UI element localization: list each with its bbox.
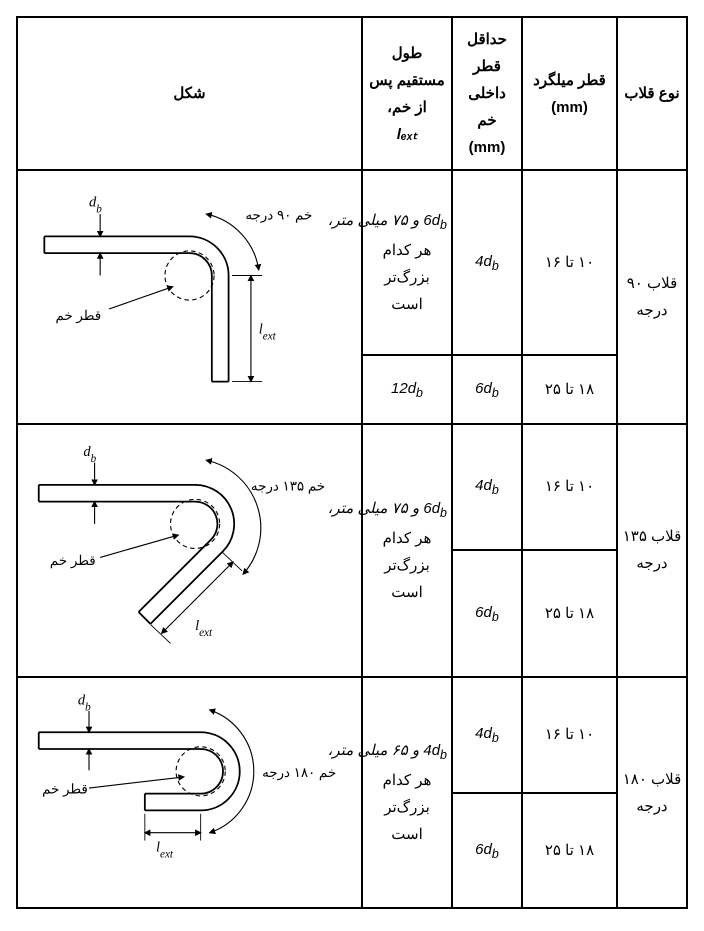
figure-135: db خم ۱۳۵ درجه قطر خم lext xyxy=(17,424,362,678)
figure-90: db خم ۹۰ درجه قطر خم lext xyxy=(17,170,362,424)
cell-type-90: قلاب ۹۰ درجه xyxy=(617,170,687,424)
cell-dia-180-2: ۱۸ تا ۲۵ xyxy=(522,793,617,909)
th-straight-len: طول مستقیم پس از خم، lₑₓₜ xyxy=(362,17,452,170)
cell-type-180: قلاب ۱۸۰ درجه xyxy=(617,677,687,908)
cell-bend-180-2: 6db xyxy=(452,793,522,909)
svg-text:lext: lext xyxy=(156,840,174,861)
cell-dia-90-2: ۱۸ تا ۲۵ xyxy=(522,355,617,423)
cell-len-180: 4db و ۶۵ میلی متر، هر کدام بزرگ‌تر است xyxy=(362,677,452,908)
svg-text:db: db xyxy=(83,443,96,464)
svg-text:db: db xyxy=(89,194,102,215)
row-180-a: قلاب ۱۸۰ درجه ۱۰ تا ۱۶ 4db 4db و ۶۵ میلی… xyxy=(17,677,687,793)
cell-dia-135-1: ۱۰ تا ۱۶ xyxy=(522,424,617,551)
svg-text:خم ۹۰ درجه: خم ۹۰ درجه xyxy=(245,208,312,224)
figure-180: db خم ۱۸۰ درجه قطر خم lext xyxy=(17,677,362,908)
svg-text:قطر خم: قطر خم xyxy=(50,553,96,569)
svg-text:قطر خم: قطر خم xyxy=(55,308,101,324)
svg-text:db: db xyxy=(78,692,91,713)
cell-type-135: قلاب ۱۳۵ درجه xyxy=(617,424,687,678)
svg-text:lext: lext xyxy=(259,322,277,343)
cell-dia-90-1: ۱۰ تا ۱۶ xyxy=(522,170,617,355)
svg-text:قطر خم: قطر خم xyxy=(42,782,88,798)
cell-dia-135-2: ۱۸ تا ۲۵ xyxy=(522,550,617,677)
th-bar-dia: قطر میلگرد (mm) xyxy=(522,17,617,170)
hook-spec-table: نوع قلاب قطر میلگرد (mm) حداقل قطر داخلی… xyxy=(16,16,688,909)
header-row: نوع قلاب قطر میلگرد (mm) حداقل قطر داخلی… xyxy=(17,17,687,170)
svg-text:خم ۱۸۰ درجه: خم ۱۸۰ درجه xyxy=(262,765,336,781)
cell-len-135: 6db و ۷۵ میلی متر، هر کدام بزرگ‌تر است xyxy=(362,424,452,678)
th-min-bend: حداقل قطر داخلی خم (mm) xyxy=(452,17,522,170)
th-figure: شکل xyxy=(17,17,362,170)
cell-len-90-2: 12db xyxy=(362,355,452,423)
cell-bend-180-1: 4db xyxy=(452,677,522,793)
cell-len-90-1: 6db و ۷۵ میلی متر، هر کدام بزرگ‌تر است xyxy=(362,170,452,355)
cell-dia-180-1: ۱۰ تا ۱۶ xyxy=(522,677,617,793)
cell-bend-135-2: 6db xyxy=(452,550,522,677)
cell-bend-90-2: 6db xyxy=(452,355,522,423)
row-135-a: قلاب ۱۳۵ درجه ۱۰ تا ۱۶ 4db 6db و ۷۵ میلی… xyxy=(17,424,687,551)
row-90-a: قلاب ۹۰ درجه ۱۰ تا ۱۶ 4db 6db و ۷۵ میلی … xyxy=(17,170,687,355)
svg-text:خم ۱۳۵ درجه: خم ۱۳۵ درجه xyxy=(251,478,325,494)
svg-text:lext: lext xyxy=(195,618,213,639)
th-hook-type: نوع قلاب xyxy=(617,17,687,170)
cell-bend-90-1: 4db xyxy=(452,170,522,355)
cell-bend-135-1: 4db xyxy=(452,424,522,551)
